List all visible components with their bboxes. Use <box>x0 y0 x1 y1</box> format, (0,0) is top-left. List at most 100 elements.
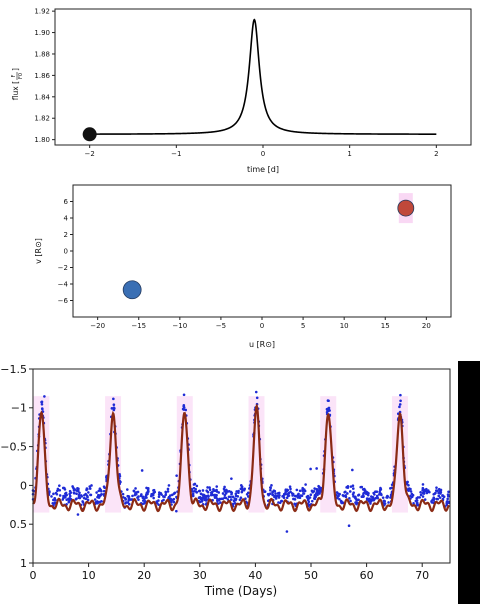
y-tick-label: 1.92 <box>34 8 50 16</box>
data-point <box>419 490 422 494</box>
data-point <box>167 484 171 487</box>
data-point <box>278 494 281 497</box>
data-point <box>143 500 147 503</box>
data-point <box>306 496 309 500</box>
data-point <box>315 487 319 491</box>
data-point <box>191 493 195 497</box>
data-point <box>231 495 235 499</box>
companion-star-marker <box>397 199 415 217</box>
data-point <box>341 501 345 505</box>
data-point <box>369 502 372 505</box>
data-point <box>234 494 238 498</box>
data-point <box>132 489 136 493</box>
data-point <box>164 493 168 497</box>
x-tick-label: 50 <box>304 569 318 582</box>
x-tick-label: −10 <box>172 322 187 330</box>
data-point <box>438 496 442 499</box>
data-point <box>76 489 80 493</box>
data-point <box>88 485 91 488</box>
x-tick-label: −2 <box>85 150 95 158</box>
x-tick-label: 5 <box>301 322 305 330</box>
data-point <box>238 498 242 502</box>
flare-lightcurve-chart: −2 −1 0 1 2 1.80 1.82 1.84 1.86 1.88 1.90 1.92 tim… <box>11 8 472 174</box>
data-point <box>351 468 354 472</box>
data-point <box>273 489 277 493</box>
data-point <box>123 496 127 500</box>
data-point <box>97 500 100 504</box>
data-point <box>112 406 116 410</box>
data-point <box>354 495 357 499</box>
data-point <box>405 482 409 486</box>
x-tick-label: −1 <box>171 150 181 158</box>
data-point <box>426 490 429 494</box>
data-point <box>292 497 295 501</box>
data-point <box>441 494 444 498</box>
data-point <box>255 396 259 400</box>
data-point <box>166 487 170 491</box>
data-point <box>131 494 134 498</box>
data-point <box>219 501 222 504</box>
data-point <box>102 489 106 493</box>
data-point <box>398 405 401 409</box>
y-tick-label: −4 <box>58 280 69 288</box>
data-point <box>363 489 367 492</box>
data-point <box>372 491 375 495</box>
data-point <box>447 501 451 505</box>
y-axis-label: v [R⊙] <box>34 238 43 264</box>
data-point <box>55 492 59 496</box>
x-tick-label: 40 <box>248 569 262 582</box>
data-point <box>285 530 289 533</box>
right-edge-black-bar <box>458 361 480 604</box>
data-point <box>310 499 314 503</box>
data-point <box>175 474 178 477</box>
data-point <box>152 491 155 495</box>
data-point <box>415 501 419 505</box>
data-point <box>318 486 321 490</box>
data-point <box>118 474 122 478</box>
data-point <box>419 493 423 497</box>
data-point <box>216 499 219 503</box>
svg-text:F0: F0 <box>18 73 24 79</box>
data-point <box>167 495 171 499</box>
data-point <box>197 496 201 499</box>
data-point <box>157 503 160 506</box>
data-point <box>313 497 317 501</box>
data-point <box>61 498 65 501</box>
data-point <box>68 494 72 498</box>
y-tick-label: 6 <box>64 198 69 206</box>
data-point <box>197 489 201 493</box>
data-point <box>274 494 278 498</box>
data-point <box>349 499 352 503</box>
data-point <box>406 480 409 484</box>
data-point <box>378 488 382 492</box>
data-point <box>349 485 353 488</box>
data-point <box>51 501 55 505</box>
data-point <box>145 493 148 496</box>
data-point <box>140 493 143 496</box>
data-point <box>175 509 178 513</box>
data-point <box>348 497 351 500</box>
data-point <box>220 497 223 501</box>
x-tick-label: 10 <box>82 569 96 582</box>
data-point <box>309 467 312 471</box>
data-point <box>299 494 303 497</box>
data-point <box>100 492 104 496</box>
data-point <box>316 490 319 493</box>
data-point <box>351 484 355 487</box>
data-point <box>421 488 424 492</box>
data-point <box>263 490 267 493</box>
data-point <box>315 467 318 470</box>
data-point <box>211 493 215 497</box>
data-point <box>89 493 92 497</box>
x-tick-label: 0 <box>261 150 265 158</box>
data-point <box>52 498 55 502</box>
data-point <box>415 499 419 502</box>
data-point <box>229 498 233 501</box>
data-point <box>142 502 145 505</box>
data-point <box>134 487 137 490</box>
data-point <box>48 490 51 493</box>
data-point <box>357 494 360 497</box>
y-tick-label: 1.82 <box>34 115 50 123</box>
data-point <box>435 497 438 501</box>
